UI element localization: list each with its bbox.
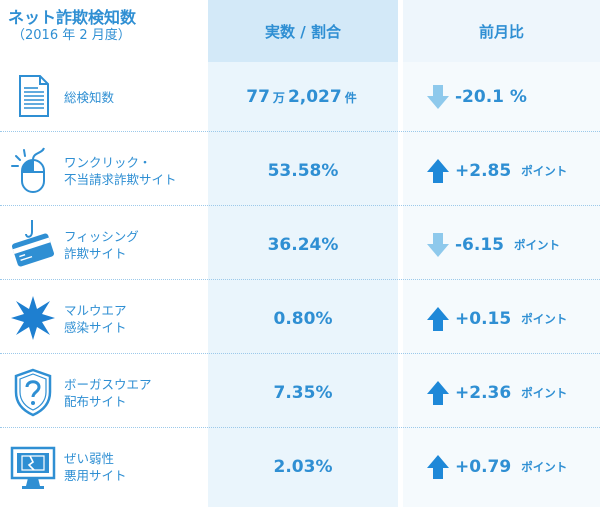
row-value: 36.24%	[208, 210, 398, 280]
change-unit: ポイント	[521, 386, 568, 400]
value-column-bg	[208, 62, 398, 507]
change-value: -6.15	[455, 235, 504, 255]
up-arrow-icon	[427, 159, 449, 183]
down-arrow-icon	[427, 85, 449, 109]
column-header-value: 実数 / 割合	[208, 0, 398, 62]
row-label: 総検知数	[64, 62, 204, 132]
document-icon	[19, 75, 49, 117]
row-value: 7.35%	[208, 358, 398, 428]
row-label-line: 総検知数	[64, 89, 115, 105]
row-change: +0.79 ポイント	[403, 432, 600, 502]
change-value: +2.85	[455, 161, 512, 181]
change-unit: ポイント	[521, 164, 568, 178]
change-value: +0.15	[455, 309, 512, 329]
row-label: ワンクリック・ 不当請求詐欺サイト	[64, 136, 204, 206]
up-arrow-icon	[427, 307, 449, 331]
value-number: 53.58%	[267, 161, 339, 181]
question-shield-icon	[14, 368, 52, 417]
value-number: 36.24%	[267, 235, 339, 255]
row-divider	[0, 427, 600, 428]
table-row: フィッシング 詐欺サイト 36.24% -6.15 ポイント	[0, 210, 600, 280]
malware-splat-icon	[11, 296, 55, 340]
change-column-bg	[403, 62, 600, 507]
row-divider	[0, 279, 600, 280]
up-arrow-icon	[427, 381, 449, 405]
table-header: ネット詐欺検知数 （2016 年 2 月度） 実数 / 割合 前月比	[0, 0, 600, 62]
column-header-change: 前月比	[403, 0, 600, 62]
row-change: +2.36 ポイント	[403, 358, 600, 428]
row-divider	[0, 131, 600, 132]
row-label: ボーガスウエア 配布サイト	[64, 358, 204, 428]
title-line-1: ネット詐欺検知数	[8, 8, 137, 27]
row-label-line-2: 配布サイト	[64, 394, 127, 409]
mouse-click-icon	[11, 147, 45, 193]
title-line-2: （2016 年 2 月度）	[12, 28, 131, 43]
change-value: +2.36	[455, 383, 512, 403]
row-change: +0.15 ポイント	[403, 284, 600, 354]
row-label-line: ぜい弱性	[64, 451, 115, 466]
row-label-line: マルウエア	[64, 303, 127, 318]
value-unit: 万	[272, 90, 285, 105]
row-label-line-2: 詐欺サイト	[64, 246, 127, 261]
row-label-line-2: 感染サイト	[64, 320, 127, 335]
row-label-line: ワンクリック・	[64, 155, 152, 170]
value-number: 2.03%	[273, 457, 333, 477]
change-value: +0.79	[455, 457, 512, 477]
row-value: 53.58%	[208, 136, 398, 206]
row-label-line-2: 不当請求詐欺サイト	[64, 172, 177, 187]
value-unit-2: 件	[344, 90, 357, 105]
row-label: マルウエア 感染サイト	[64, 284, 204, 354]
value-number: 7.35%	[273, 383, 333, 403]
row-label-line: ボーガスウエア	[64, 377, 152, 392]
broken-monitor-icon	[10, 446, 56, 489]
row-change: -6.15 ポイント	[403, 210, 600, 280]
row-change: -20.1 %	[403, 62, 600, 132]
up-arrow-icon	[427, 455, 449, 479]
value-number-2: 2,027	[287, 87, 342, 107]
row-value: 77 万 2,027 件	[208, 62, 398, 132]
row-label-line-2: 悪用サイト	[64, 468, 127, 483]
credit-card-hook-icon	[12, 220, 54, 267]
row-value: 0.80%	[208, 284, 398, 354]
table-row: 総検知数 77 万 2,027 件 -20.1 %	[0, 62, 600, 132]
change-unit: ポイント	[521, 312, 568, 326]
row-label-line: フィッシング	[64, 229, 139, 244]
row-label: ぜい弱性 悪用サイト	[64, 432, 204, 502]
value-number: 77	[246, 87, 270, 107]
down-arrow-icon	[427, 233, 449, 257]
row-change: +2.85 ポイント	[403, 136, 600, 206]
table-row: マルウエア 感染サイト 0.80% +0.15 ポイント	[0, 284, 600, 354]
value-number: 0.80%	[273, 309, 333, 329]
change-unit: ポイント	[521, 460, 568, 474]
table-title: ネット詐欺検知数 （2016 年 2 月度）	[8, 8, 198, 44]
table-row: ワンクリック・ 不当請求詐欺サイト 53.58% +2.85 ポイント	[0, 136, 600, 206]
table-row: ボーガスウエア 配布サイト 7.35% +2.36 ポイント	[0, 358, 600, 428]
row-divider	[0, 205, 600, 206]
change-unit: ポイント	[514, 238, 560, 252]
row-value: 2.03%	[208, 432, 398, 502]
row-divider	[0, 353, 600, 354]
table-row: ぜい弱性 悪用サイト 2.03% +0.79 ポイント	[0, 432, 600, 502]
change-value: -20.1 %	[455, 87, 527, 107]
row-label: フィッシング 詐欺サイト	[64, 210, 204, 280]
